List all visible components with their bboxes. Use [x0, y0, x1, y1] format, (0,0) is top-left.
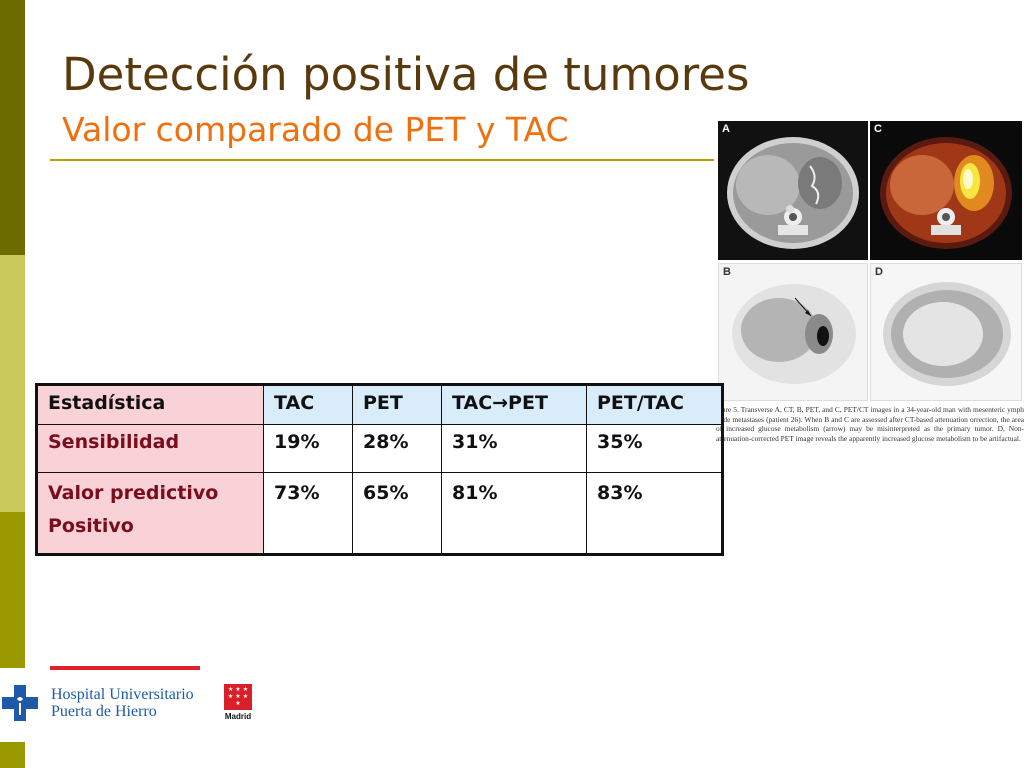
pet-panel: B: [718, 263, 868, 401]
header-cell: TAC: [263, 384, 353, 425]
left-stripe-lower: [0, 512, 25, 668]
left-stripe-middle: [0, 255, 25, 512]
table-cell: 81%: [441, 472, 587, 555]
left-stripe-bottom: [0, 742, 25, 768]
hospital-name-line2: Puerta de Hierro: [51, 703, 157, 720]
footer-red-line: [50, 666, 200, 670]
table-cell: 35%: [586, 424, 723, 473]
row-label: Sensibilidad: [36, 424, 264, 473]
left-stripe-top: [0, 0, 25, 255]
table-cell: 31%: [441, 424, 587, 473]
hospital-name: Hospital Universitario Puerta de Hierro: [51, 686, 194, 720]
slide-subtitle: Valor comparado de PET y TAC: [62, 110, 569, 149]
table-cell: 28%: [352, 424, 442, 473]
row-label-line: Valor predictivo: [48, 482, 219, 504]
header-cell: TAC→PET: [441, 384, 587, 425]
madrid-logo: ★ ★ ★ ★ ★ ★ ★ Madrid: [224, 684, 252, 724]
panel-label: B: [723, 266, 731, 278]
header-cell: PET/TAC: [586, 384, 723, 425]
table-header-row: Estadística TAC PET TAC→PET PET/TAC: [36, 384, 723, 425]
madrid-label: Madrid: [224, 712, 252, 721]
table-cell: 19%: [263, 424, 353, 473]
madrid-flag-icon: ★ ★ ★ ★ ★ ★ ★: [224, 684, 252, 710]
table-cell: 65%: [352, 472, 442, 555]
panel-label: D: [875, 266, 883, 278]
slide-title: Detección positiva de tumores: [62, 48, 750, 101]
header-cell: Estadística: [36, 384, 264, 425]
table-cell: 83%: [586, 472, 723, 555]
table-row: Valor predictivo Positivo 73% 65% 81% 83%: [36, 472, 723, 555]
table-cell: 73%: [263, 472, 353, 555]
ct-scan-panel: A: [718, 121, 868, 260]
panel-label: C: [874, 123, 882, 135]
panel-label: A: [722, 123, 730, 135]
row-label-line: Positivo: [48, 515, 134, 537]
table-row: Sensibilidad 19% 28% 31% 35%: [36, 424, 723, 473]
scan-figure: A C B D i: [716, 117, 1024, 447]
nac-pet-panel: D: [870, 263, 1022, 401]
hospital-cross-icon: [0, 683, 40, 723]
hospital-name-line1: Hospital Universitario: [51, 686, 194, 703]
header-cell: PET: [352, 384, 442, 425]
figure-caption: igure 5. Transverse A, CT, B, PET, and C…: [716, 405, 1024, 443]
title-divider: [50, 159, 714, 161]
pet-ct-panel: C: [870, 121, 1022, 260]
row-label: Valor predictivo Positivo: [36, 472, 264, 555]
comparison-table: Estadística TAC PET TAC→PET PET/TAC Sens…: [35, 383, 724, 556]
